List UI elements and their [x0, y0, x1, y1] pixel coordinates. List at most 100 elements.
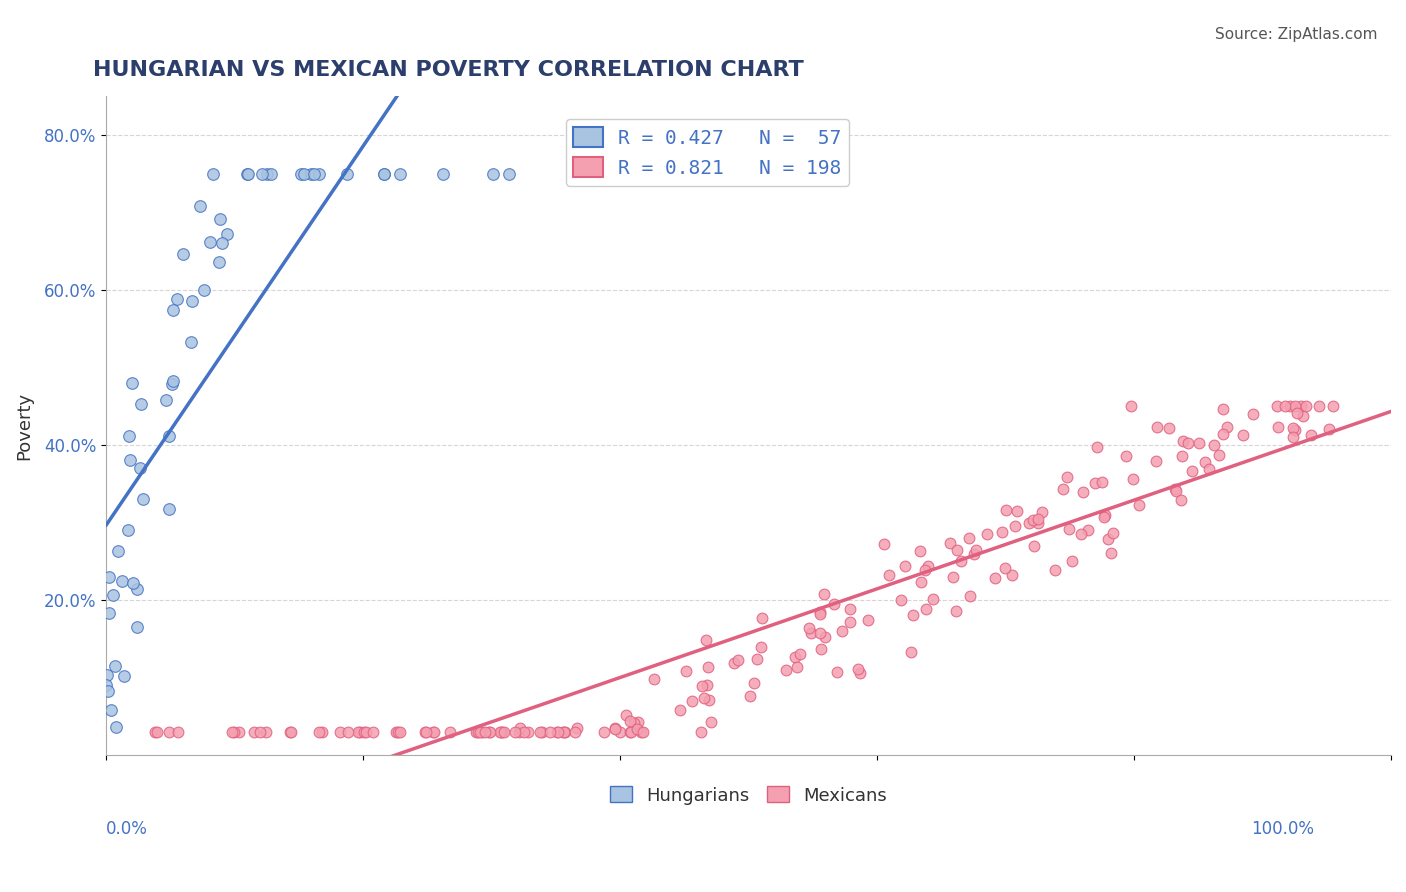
Point [145, 724, 167, 739]
Point [478, 724, 501, 739]
Point [994, 561, 1017, 575]
Point [97, 683, 120, 698]
Point [873, 536, 896, 550]
Point [145, 724, 167, 739]
Point [849, 665, 872, 680]
Point [422, 724, 444, 739]
Point [1173, 434, 1195, 448]
Point [162, 303, 184, 318]
Point [388, 167, 411, 181]
Point [118, 429, 141, 443]
Point [808, 605, 831, 619]
Point [1026, 511, 1049, 525]
Point [354, 724, 377, 739]
Point [1198, 461, 1220, 475]
Point [530, 724, 553, 739]
Point [1144, 453, 1167, 467]
Point [464, 724, 486, 739]
Point [800, 626, 823, 640]
Point [100, 702, 122, 716]
Point [605, 721, 627, 735]
Point [908, 543, 931, 558]
Point [547, 724, 569, 739]
Point [538, 724, 561, 739]
Point [329, 724, 352, 739]
Point [112, 668, 135, 682]
Point [567, 722, 589, 736]
Point [749, 640, 772, 655]
Point [846, 662, 869, 676]
Y-axis label: Poverty: Poverty [15, 392, 32, 459]
Point [1128, 499, 1150, 513]
Point [696, 678, 718, 692]
Point [508, 724, 530, 739]
Point [117, 524, 139, 538]
Point [783, 649, 806, 664]
Point [254, 724, 277, 739]
Point [157, 724, 180, 739]
Point [1091, 475, 1114, 490]
Point [1022, 539, 1045, 553]
Point [619, 724, 641, 739]
Point [620, 724, 643, 739]
Point [839, 615, 862, 629]
Point [373, 167, 395, 181]
Point [1317, 422, 1340, 436]
Point [723, 656, 745, 670]
Point [132, 491, 155, 506]
Point [489, 724, 512, 739]
Point [695, 633, 717, 648]
Point [827, 665, 849, 680]
Point [696, 660, 718, 674]
Point [838, 601, 860, 615]
Point [1022, 513, 1045, 527]
Point [1292, 409, 1315, 424]
Point [1267, 420, 1289, 434]
Point [592, 724, 614, 739]
Point [690, 724, 713, 739]
Point [1171, 450, 1194, 464]
Point [209, 212, 232, 227]
Point [129, 397, 152, 411]
Point [984, 571, 1007, 585]
Point [1295, 399, 1317, 413]
Point [1102, 525, 1125, 540]
Point [1115, 449, 1137, 463]
Point [202, 167, 225, 181]
Point [1056, 470, 1078, 484]
Point [118, 452, 141, 467]
Point [946, 542, 969, 557]
Point [155, 393, 177, 408]
Point [554, 724, 576, 739]
Point [503, 724, 526, 739]
Point [614, 708, 637, 723]
Point [1085, 440, 1108, 454]
Point [162, 374, 184, 388]
Point [98, 606, 121, 620]
Point [249, 724, 271, 739]
Point [1212, 427, 1234, 442]
Point [474, 724, 496, 739]
Point [1060, 554, 1083, 568]
Point [605, 722, 627, 736]
Point [643, 672, 665, 686]
Point [626, 722, 648, 736]
Point [957, 532, 980, 546]
Point [125, 620, 148, 634]
Point [160, 376, 183, 391]
Point [990, 525, 1012, 540]
Point [877, 567, 900, 582]
Point [121, 576, 143, 591]
Point [1099, 545, 1122, 559]
Point [353, 724, 375, 739]
Point [1289, 399, 1312, 413]
Point [415, 724, 437, 739]
Point [697, 693, 720, 707]
Point [742, 676, 765, 690]
Point [104, 720, 127, 734]
Point [1322, 399, 1344, 413]
Point [1216, 420, 1239, 434]
Point [1026, 516, 1049, 530]
Point [900, 645, 922, 659]
Point [745, 652, 768, 666]
